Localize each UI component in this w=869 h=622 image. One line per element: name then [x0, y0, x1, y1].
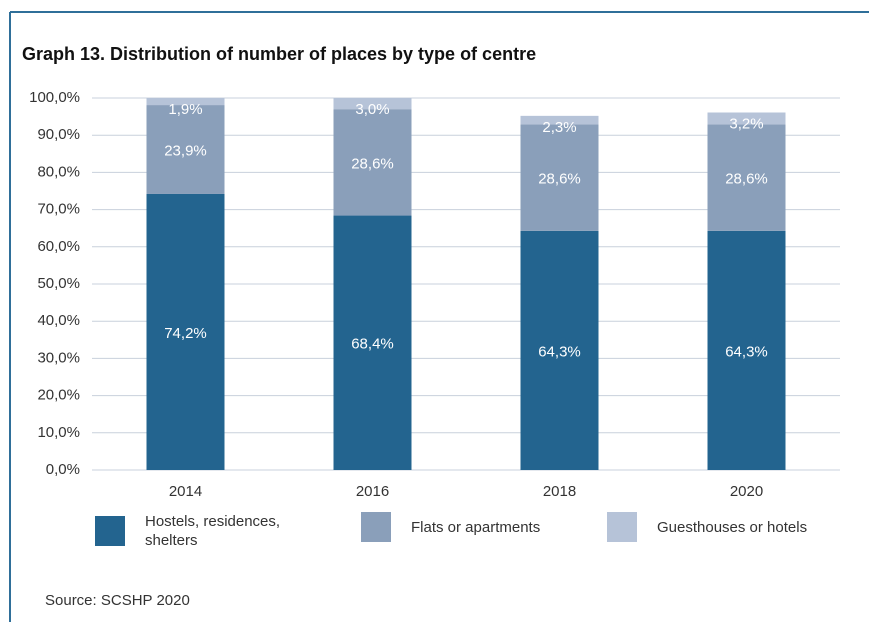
- bar-segment: [333, 98, 412, 110]
- legend-item: Flats or apartments: [361, 512, 540, 542]
- legend-item: Guesthouses or hotels: [607, 512, 807, 542]
- legend-swatch: [95, 516, 125, 546]
- legend-label: Guesthouses or hotels: [657, 518, 808, 536]
- y-tick-label: 10,0%: [37, 424, 80, 441]
- value-label: 64,3%: [725, 343, 768, 360]
- bar-segment: [146, 98, 225, 106]
- x-tick-label: 2016: [356, 483, 389, 500]
- y-tick-label: 60,0%: [37, 238, 80, 255]
- bar-segment: [333, 215, 412, 470]
- value-label: 74,2%: [164, 325, 207, 342]
- value-label: 2,3%: [542, 119, 576, 136]
- bar-segment: [520, 230, 599, 470]
- y-tick-label: 40,0%: [37, 312, 80, 329]
- bar-segment: [520, 124, 599, 231]
- value-label: 23,9%: [164, 142, 207, 159]
- legend-swatch: [607, 512, 637, 542]
- y-tick-label: 50,0%: [37, 275, 80, 292]
- value-label: 3,2%: [729, 115, 763, 132]
- value-label: 28,6%: [351, 155, 394, 172]
- y-tick-label: 80,0%: [37, 163, 80, 180]
- y-tick-label: 0,0%: [46, 461, 80, 478]
- value-label: 28,6%: [725, 171, 768, 188]
- value-label: 1,9%: [168, 101, 202, 118]
- legend-label: Hostels, residences, shelters: [145, 513, 281, 549]
- bar-segment: [146, 193, 225, 470]
- x-tick-label: 2018: [543, 483, 576, 500]
- chart-title: Graph 13. Distribution of number of plac…: [22, 44, 536, 64]
- legend-item: Hostels, residences, shelters: [95, 512, 295, 550]
- y-tick-label: 100,0%: [29, 89, 80, 106]
- value-label: 64,3%: [538, 343, 581, 360]
- bar-segment: [520, 115, 599, 125]
- source: Source: SCSHP 2020: [45, 592, 190, 609]
- legend-swatch: [361, 512, 391, 542]
- bar-segment: [146, 105, 225, 194]
- y-tick-label: 70,0%: [37, 201, 80, 218]
- bar-segment: [707, 112, 786, 125]
- x-tick-label: 2014: [169, 483, 202, 500]
- value-label: 28,6%: [538, 171, 581, 188]
- y-tick-label: 30,0%: [37, 349, 80, 366]
- x-tick-label: 2020: [730, 483, 763, 500]
- bar-segment: [333, 109, 412, 216]
- bar-segment: [707, 230, 786, 470]
- bar-segment: [707, 124, 786, 231]
- value-label: 68,4%: [351, 336, 394, 353]
- y-tick-label: 20,0%: [37, 387, 80, 404]
- value-label: 3,0%: [355, 101, 389, 118]
- legend-label: Flats or apartments: [411, 518, 541, 536]
- y-tick-label: 90,0%: [37, 126, 80, 143]
